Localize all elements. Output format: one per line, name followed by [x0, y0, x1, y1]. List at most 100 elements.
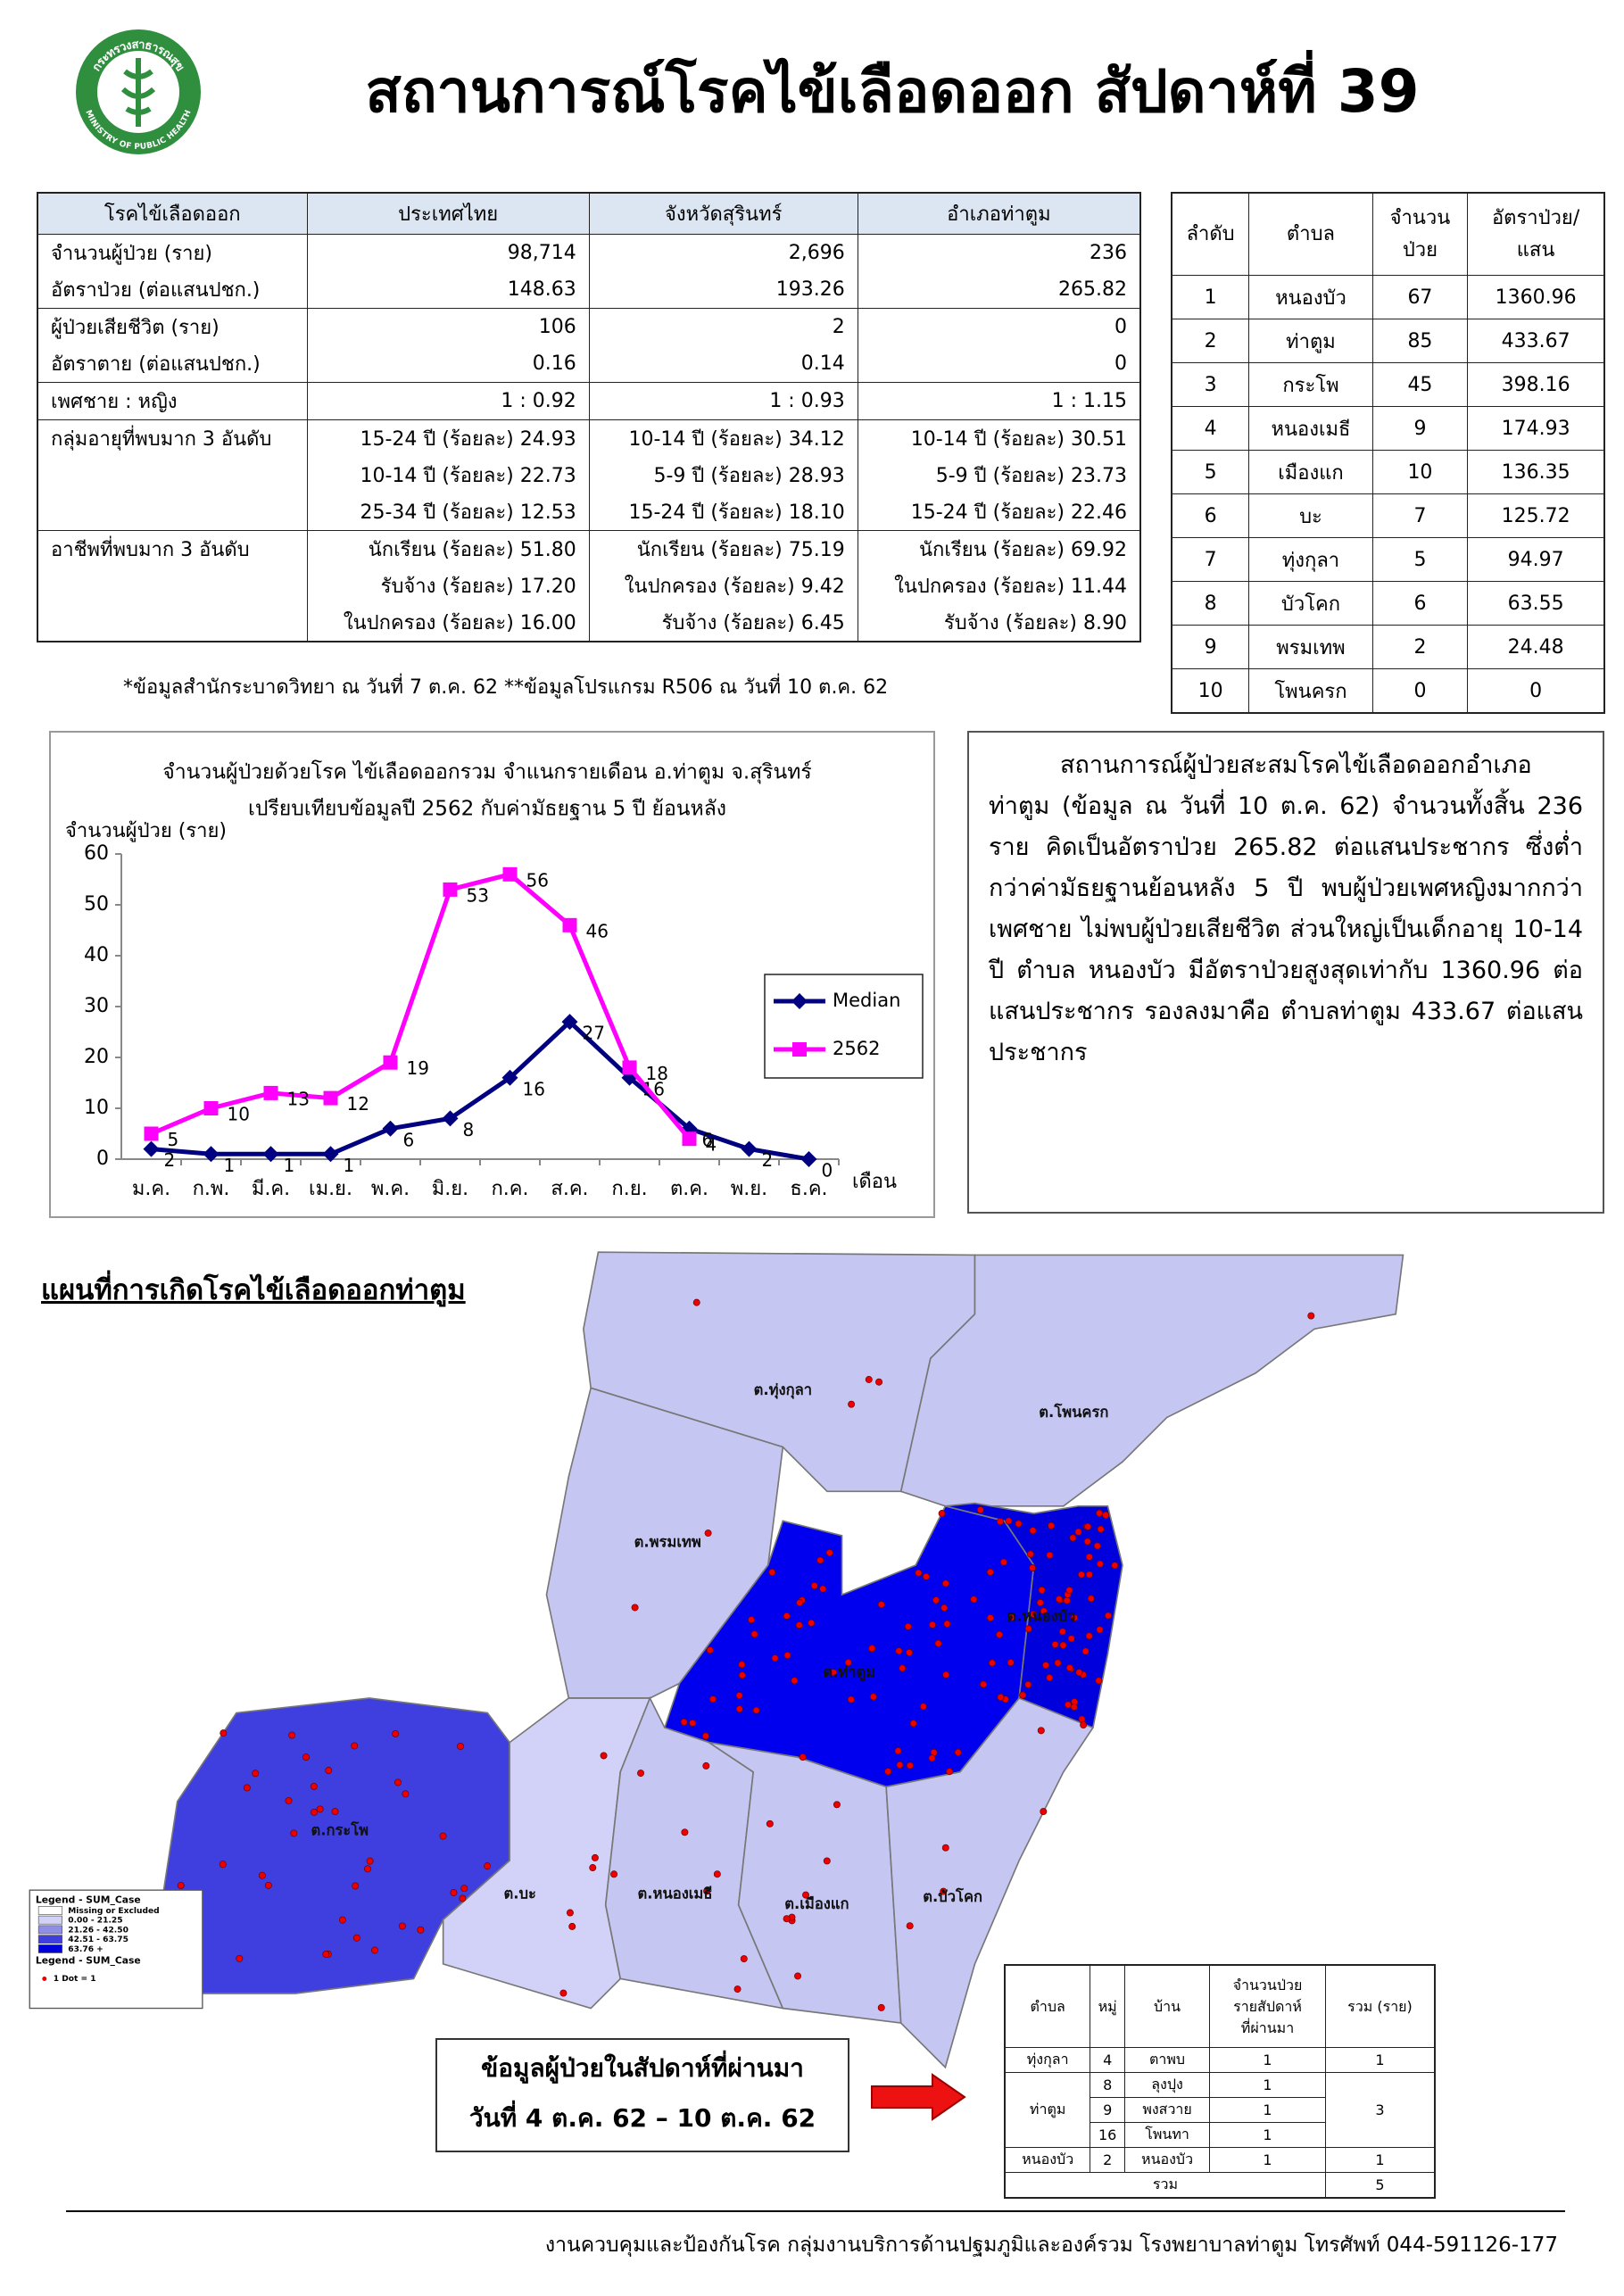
case-dot	[941, 1579, 949, 1587]
cell: 3	[1324, 2072, 1436, 2148]
cell: 2	[1171, 319, 1250, 363]
case-dot	[1046, 1551, 1054, 1559]
case-dot	[768, 1568, 776, 1576]
data-label: 8	[463, 1119, 475, 1140]
data-label: 16	[523, 1078, 545, 1099]
case-dot	[1111, 1562, 1119, 1570]
case-dot	[875, 1378, 883, 1386]
case-dot	[906, 1761, 914, 1770]
case-dot	[884, 1768, 892, 1776]
cell: หนองบัว	[1124, 2147, 1211, 2173]
cell: รับจ้าง (ร้อยละ) 8.90	[857, 604, 1141, 642]
cell: 265.82	[857, 271, 1141, 309]
marker	[203, 1101, 219, 1115]
cell: ท่าตูม	[1248, 319, 1373, 363]
cell	[37, 493, 308, 531]
case-dot	[848, 1400, 856, 1408]
data-label: 12	[347, 1093, 369, 1115]
data-label: 2	[164, 1149, 176, 1171]
series-line	[151, 1018, 809, 1162]
data-label: 4	[706, 1134, 717, 1156]
case-dot	[795, 1621, 803, 1629]
map-legend-title: Legend - SUM_Case	[36, 1955, 141, 1967]
x-axis-label: เดือน	[852, 1171, 897, 1193]
case-dot	[1074, 1528, 1082, 1536]
case-dot	[177, 1881, 185, 1889]
case-dot	[750, 1630, 758, 1638]
cell: จำนวนผู้ป่วย (ราย)	[37, 234, 308, 271]
cell: หนองเมธี	[1248, 406, 1373, 451]
row: อัตราตาย (ต่อแสนปชก.) 0.16 0.14 0	[37, 345, 1141, 383]
cell: 67	[1371, 275, 1469, 319]
data-label: 5	[168, 1129, 179, 1150]
case-dot	[941, 1844, 949, 1852]
cell: 1 : 1.15	[857, 382, 1141, 420]
case-dot	[996, 1630, 1003, 1638]
case-dot	[1085, 1632, 1093, 1640]
case-dot	[877, 2003, 885, 2011]
arrow	[871, 2073, 966, 2121]
marker	[562, 917, 577, 932]
row: 7 ทุ่งกุลา 5 94.97	[1171, 537, 1605, 582]
legend-box	[764, 974, 924, 1079]
case-dot	[417, 1926, 425, 1934]
case-dot	[325, 1767, 333, 1774]
case-dot	[823, 1857, 831, 1865]
cell: 1	[1209, 2072, 1326, 2098]
header-line: ตำบล	[1286, 222, 1336, 245]
cell: 6	[1171, 493, 1250, 538]
case-dot	[1087, 1595, 1095, 1603]
y-axis-label: จำนวนผู้ป่วย (ราย)	[65, 820, 227, 842]
case-dot	[1071, 1614, 1078, 1621]
cell: 7	[1371, 493, 1469, 538]
legend-label: 2562	[833, 1038, 880, 1059]
cell: 148.63	[306, 271, 590, 309]
map-legend-swatch	[37, 1906, 62, 1915]
case-dot	[1042, 1662, 1050, 1670]
cell: ทุ่งกุลา	[1248, 537, 1373, 582]
case-dot	[1030, 1611, 1038, 1618]
legend-label: Median	[833, 990, 900, 1011]
cell: 8	[1090, 2072, 1126, 2098]
header-line: หมู่	[1098, 1997, 1117, 2015]
case-dot	[290, 1829, 298, 1837]
case-dot	[252, 1770, 260, 1778]
y-tick-label: 60	[84, 842, 109, 865]
cell: อัตราตาย (ต่อแสนปชก.)	[37, 345, 308, 383]
data-label: 1	[344, 1155, 355, 1176]
case-dot	[704, 1529, 712, 1538]
case-dot	[364, 1865, 371, 1873]
cell: กระโพ	[1248, 362, 1373, 407]
case-dot	[1083, 1538, 1091, 1546]
case-dot	[681, 1828, 689, 1836]
header-row: ลำดับ ตำบล จำนวน ป่วย อัตราป่วย/แสน	[1171, 192, 1605, 276]
cell: นักเรียน (ร้อยละ) 69.92	[857, 530, 1141, 568]
case-dot	[819, 1585, 827, 1593]
cell: 2,696	[588, 234, 858, 271]
case-dot	[1019, 1691, 1027, 1699]
cell: เพศชาย : หญิง	[37, 382, 308, 420]
map-legend-item: 63.76 +	[68, 1945, 104, 1954]
case-dot	[692, 1298, 700, 1306]
case-dot	[1085, 1571, 1093, 1579]
x-tick-label: พ.ย.	[731, 1178, 767, 1200]
description: สถานการณ์ผู้ป่วยสะสมโรคไข้เลือดออกอำเภอท…	[967, 731, 1604, 1214]
case-dot	[1036, 1599, 1044, 1606]
district-label: ต.บะ	[503, 1886, 535, 1902]
row: 6 บะ 7 125.72	[1171, 493, 1605, 538]
map-title: แผนที่การเกิดโรคไข้เลือดออกท่าตูม	[41, 1274, 466, 1306]
marker	[323, 1090, 338, 1106]
cell: ผู้ป่วยเสียชีวิต (ราย)	[37, 308, 308, 345]
case-dot	[896, 1761, 904, 1769]
cell: 25-34 ปี (ร้อยละ) 12.53	[306, 493, 590, 531]
x-tick-label: ต.ค.	[670, 1178, 708, 1200]
marker	[143, 1140, 160, 1157]
case-dot	[288, 1731, 296, 1739]
map: ต.ทุ่งกุลาต.โพนครกต.พรมเทพต.ท่าตูมต.หนอง…	[29, 1251, 1404, 2069]
header-line: บ้าน	[1154, 1997, 1181, 2015]
data-label: 27	[583, 1023, 605, 1044]
x-tick-label: มี.ค.	[252, 1178, 290, 1200]
case-dot	[713, 1870, 721, 1878]
x-tick-label: ธ.ค.	[790, 1178, 827, 1200]
cell: 4	[1171, 406, 1250, 451]
